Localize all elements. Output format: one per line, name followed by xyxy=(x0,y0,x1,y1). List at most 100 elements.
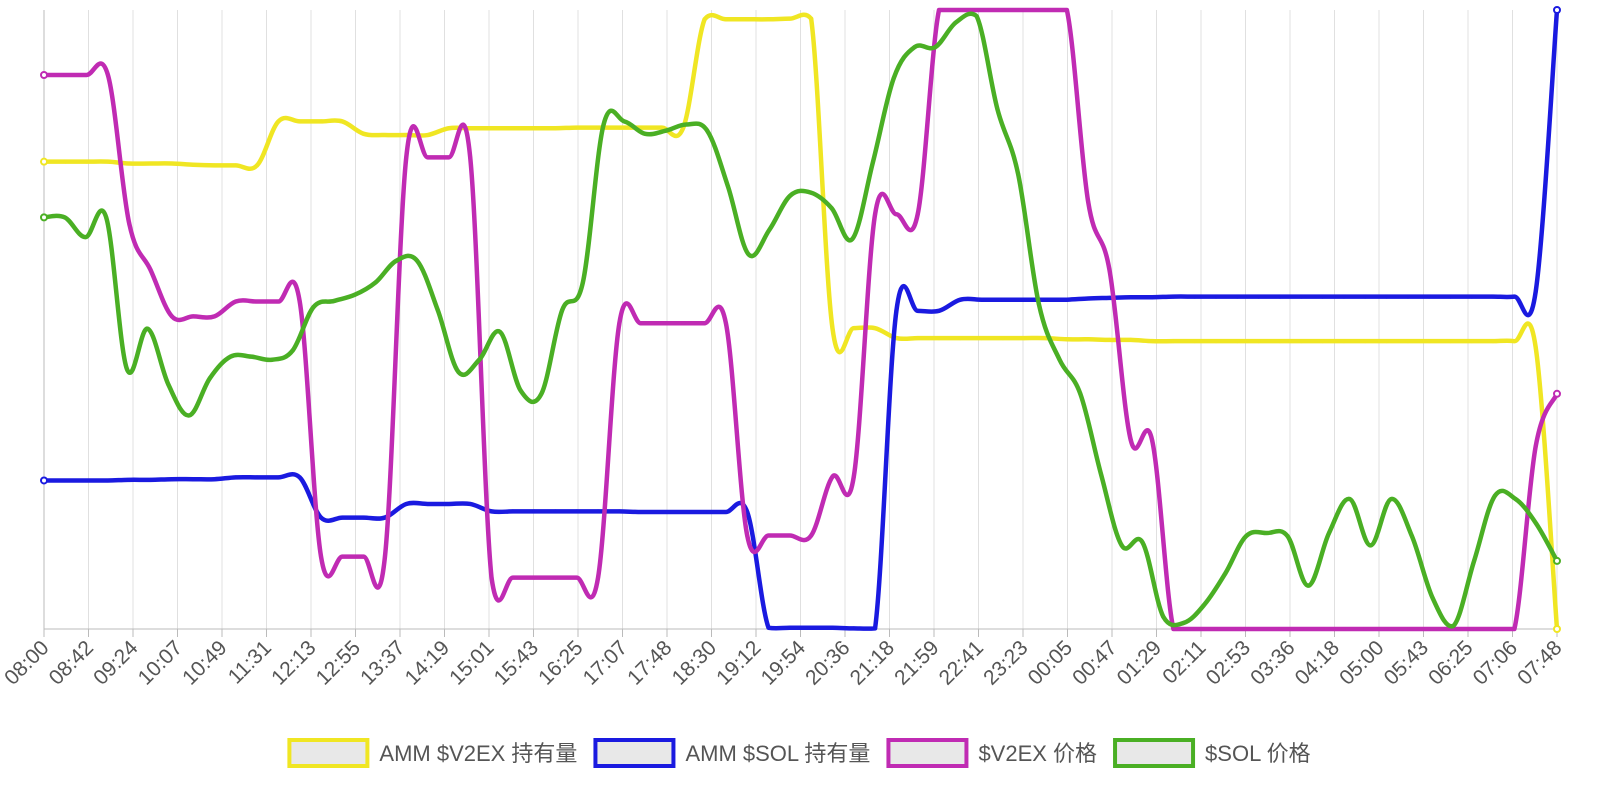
x-tick-label: 04:18 xyxy=(1291,636,1344,689)
data-point xyxy=(332,298,337,303)
data-point xyxy=(617,509,622,514)
data-point xyxy=(340,515,345,520)
data-point xyxy=(187,413,192,418)
data-point xyxy=(446,501,451,506)
data-point xyxy=(1553,6,1561,14)
x-tick-label: 13:37 xyxy=(356,636,409,689)
data-point xyxy=(1341,339,1346,344)
data-point xyxy=(1277,294,1282,299)
data-point xyxy=(1244,534,1249,539)
data-point xyxy=(255,475,260,480)
data-point xyxy=(456,370,461,375)
data-point xyxy=(1107,337,1112,342)
data-point xyxy=(249,354,254,359)
data-point xyxy=(1409,534,1414,539)
data-point xyxy=(766,17,771,22)
data-point xyxy=(233,299,238,304)
data-point xyxy=(560,308,565,313)
legend-label: AMM $SOL 持有量 xyxy=(685,741,870,766)
data-point xyxy=(105,72,110,77)
data-point xyxy=(468,501,473,506)
x-tick-label: 22:41 xyxy=(935,636,988,689)
data-point xyxy=(1128,337,1133,342)
data-point xyxy=(830,326,835,331)
data-point xyxy=(580,280,585,285)
data-point xyxy=(148,161,153,166)
data-point xyxy=(830,625,835,630)
data-point xyxy=(510,126,515,131)
data-point xyxy=(1171,339,1176,344)
data-point xyxy=(1140,540,1145,545)
data-point xyxy=(297,475,302,480)
data-point xyxy=(1327,531,1332,536)
data-point xyxy=(1405,339,1410,344)
data-point xyxy=(276,475,281,480)
data-point xyxy=(435,308,440,313)
data-point xyxy=(725,184,730,189)
legend-label: $V2EX 价格 xyxy=(978,741,1097,766)
data-point xyxy=(1491,339,1496,344)
data-point xyxy=(1150,295,1155,300)
data-point xyxy=(1448,339,1453,344)
data-point xyxy=(1086,337,1091,342)
legend-item[interactable]: $SOL 价格 xyxy=(1113,738,1311,768)
data-point xyxy=(933,45,938,50)
legend-label: $SOL 价格 xyxy=(1205,741,1311,766)
data-point xyxy=(808,190,813,195)
x-tick-label: 21:18 xyxy=(846,636,899,689)
data-point xyxy=(1161,614,1166,619)
data-point xyxy=(1086,199,1091,204)
data-point xyxy=(319,119,324,124)
data-point xyxy=(255,299,260,304)
data-point xyxy=(766,625,771,630)
data-point xyxy=(1202,602,1207,607)
data-point xyxy=(979,8,984,12)
data-point xyxy=(787,16,792,21)
data-point xyxy=(1533,289,1538,294)
data-point xyxy=(1057,357,1062,362)
data-point xyxy=(1107,295,1112,300)
data-point xyxy=(468,155,473,160)
data-point xyxy=(1214,294,1219,299)
x-tick-label: 10:49 xyxy=(178,636,231,689)
data-point xyxy=(553,126,558,131)
legend-item[interactable]: AMM $SOL 持有量 xyxy=(593,738,870,768)
legend-swatch xyxy=(287,738,370,768)
data-point xyxy=(1235,294,1240,299)
data-point xyxy=(127,477,132,482)
data-point xyxy=(1363,339,1368,344)
data-point xyxy=(553,575,558,580)
data-point xyxy=(212,477,217,482)
data-point xyxy=(532,126,537,131)
data-point xyxy=(1553,389,1561,398)
data-point xyxy=(1553,625,1561,633)
data-point xyxy=(468,126,473,131)
data-point xyxy=(446,155,451,160)
data-point xyxy=(84,72,89,77)
data-point xyxy=(1389,497,1394,502)
data-point xyxy=(84,159,89,164)
data-point xyxy=(425,155,430,160)
data-point xyxy=(574,509,579,514)
data-point xyxy=(684,122,689,127)
data-point xyxy=(269,357,274,362)
data-point xyxy=(1469,627,1474,631)
data-point xyxy=(617,321,622,326)
legend-item[interactable]: AMM $V2EX 持有量 xyxy=(287,738,577,768)
x-tick-label: 16:25 xyxy=(534,636,587,689)
data-point xyxy=(958,336,963,341)
x-tick-label: 12:55 xyxy=(312,636,365,689)
data-point xyxy=(1150,438,1155,443)
data-point xyxy=(1256,294,1261,299)
data-point xyxy=(1451,623,1456,628)
data-point xyxy=(105,478,110,483)
data-point xyxy=(681,510,686,515)
legend-item[interactable]: $V2EX 价格 xyxy=(886,738,1097,768)
data-point xyxy=(891,76,896,81)
data-point xyxy=(873,326,878,331)
data-point xyxy=(953,20,958,25)
data-point xyxy=(809,16,814,21)
data-point xyxy=(352,292,357,297)
data-point xyxy=(1363,294,1368,299)
